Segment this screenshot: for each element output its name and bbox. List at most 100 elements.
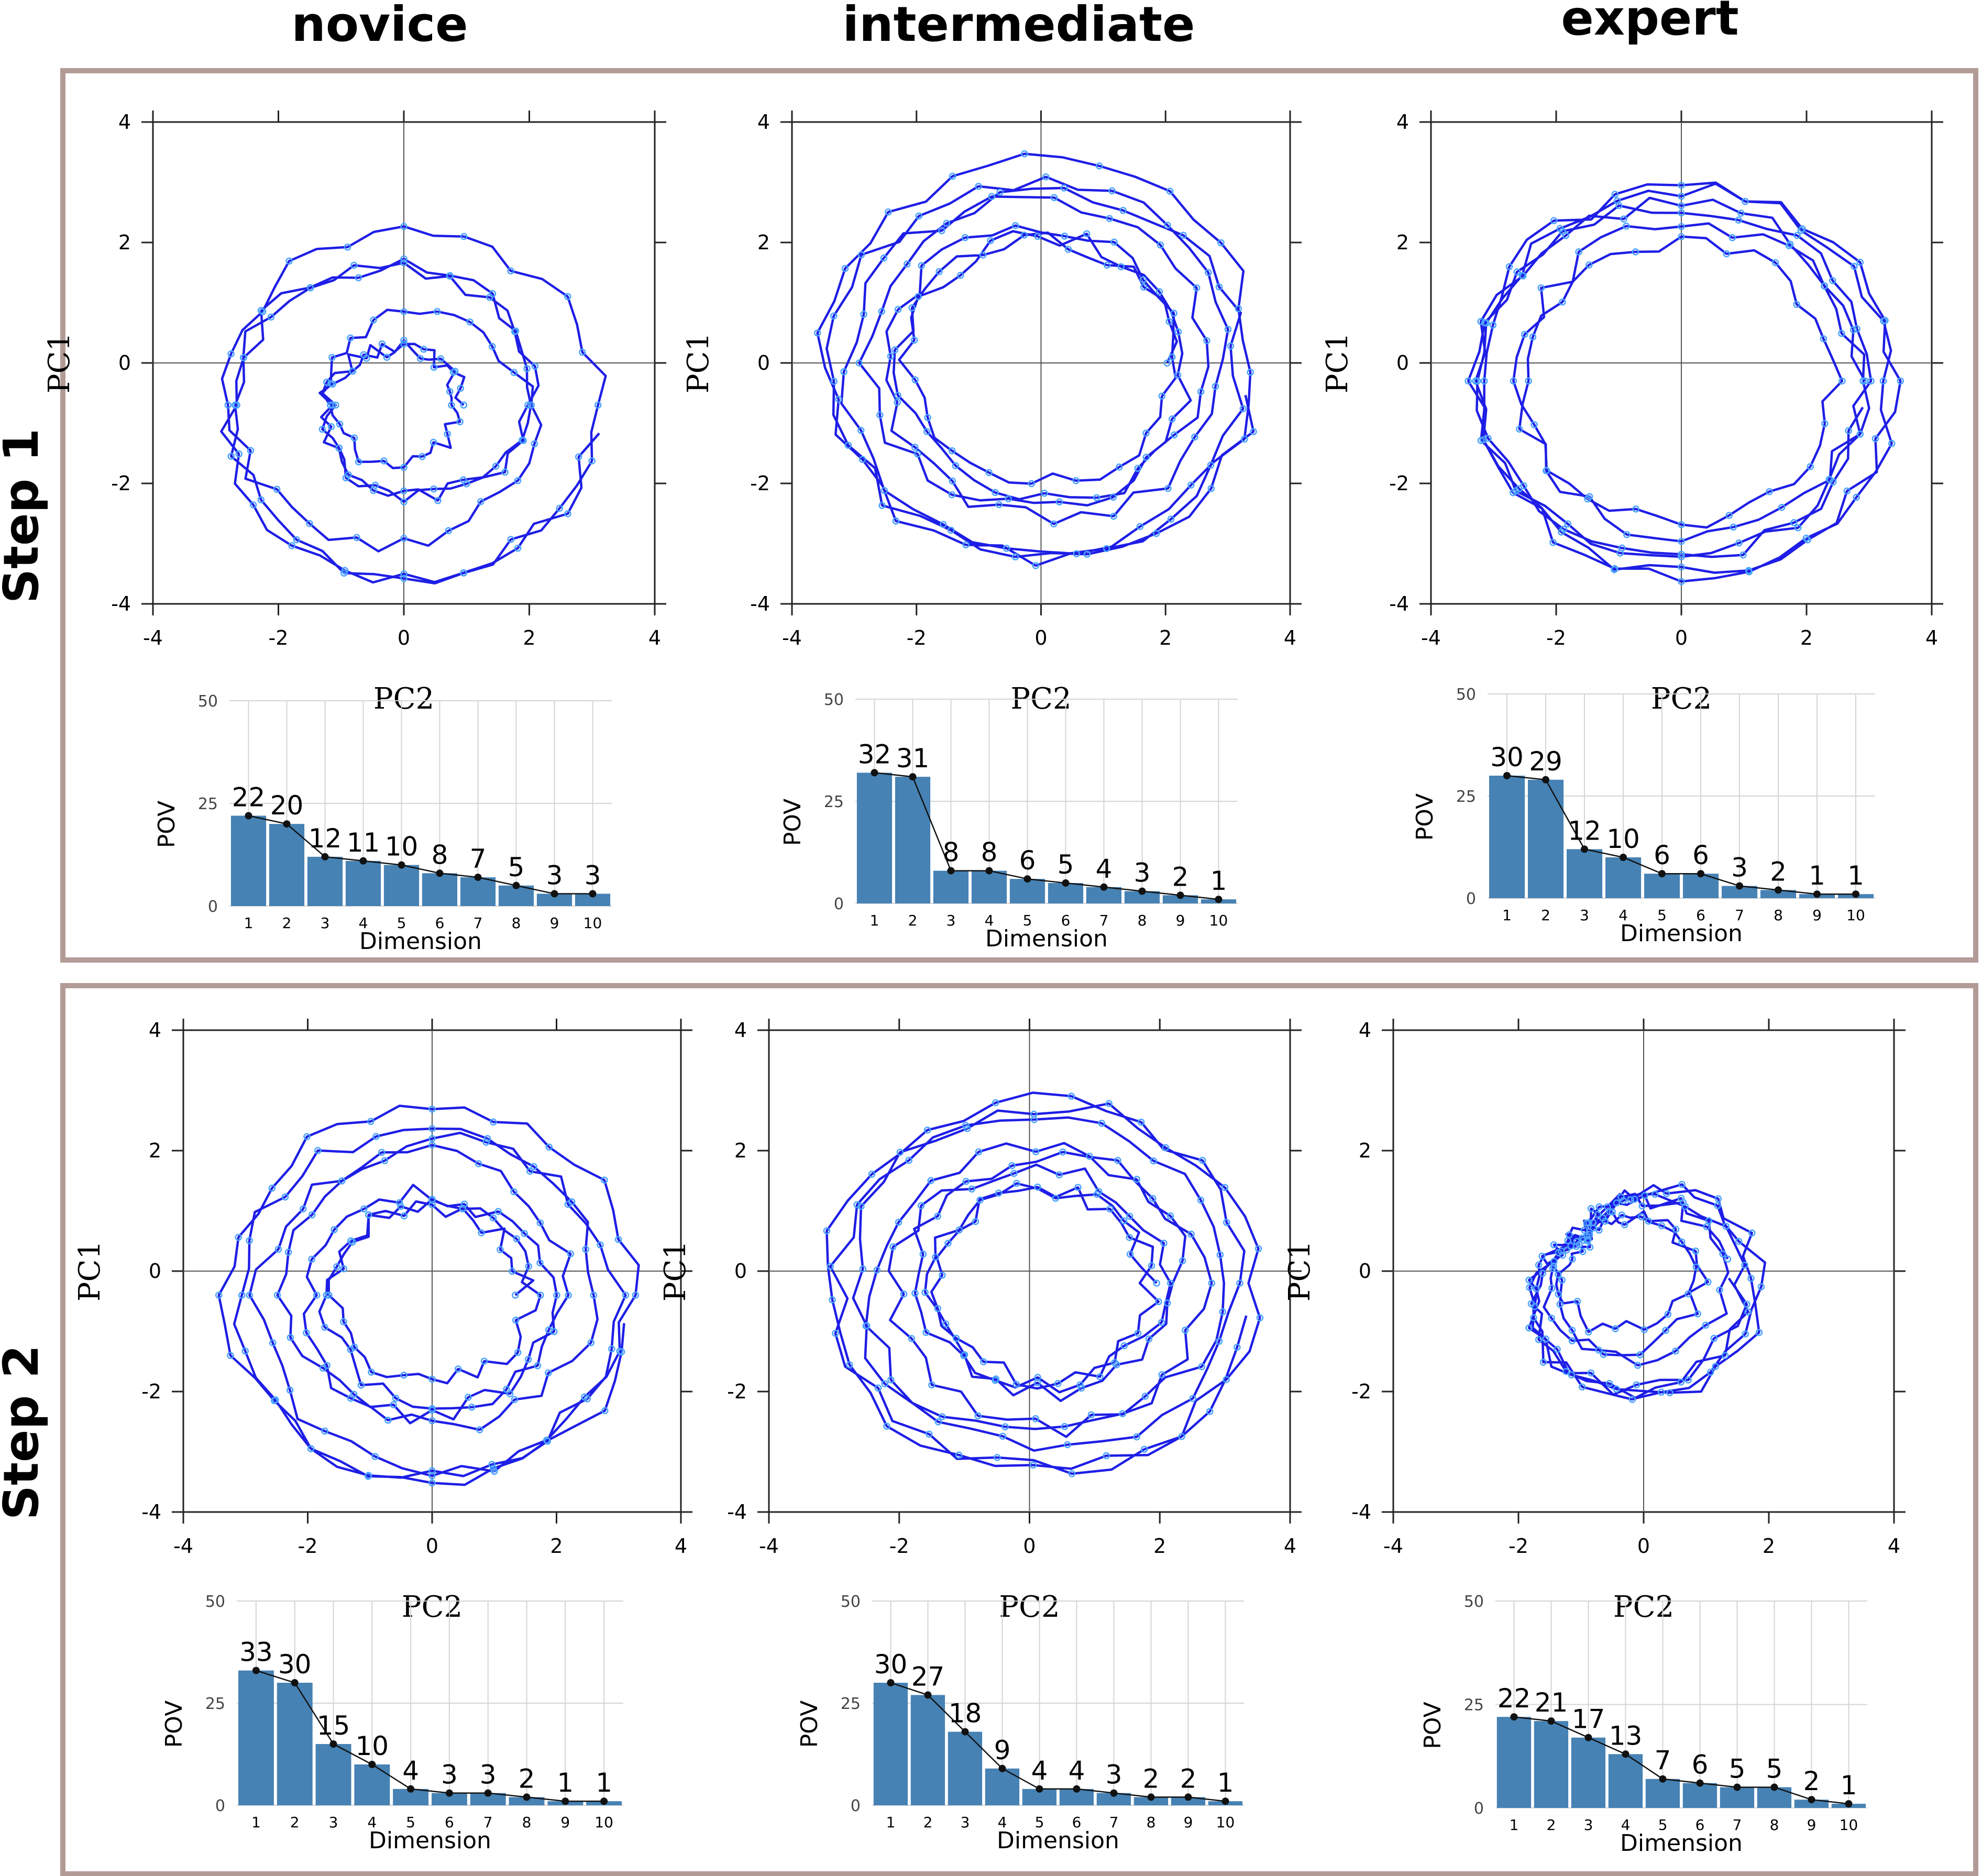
- x-axis-label: Dimension: [1620, 920, 1743, 947]
- trajectory-point: [859, 1265, 867, 1273]
- trajectory-point: [1604, 1203, 1611, 1210]
- data-label: 4: [402, 1756, 419, 1786]
- bar: [269, 824, 305, 906]
- data-label: 8: [432, 840, 448, 870]
- trajectory-point: [597, 1241, 604, 1249]
- scree-point: [1062, 879, 1070, 887]
- trajectory-point: [1562, 1367, 1570, 1375]
- scree-point: [1023, 875, 1031, 883]
- trajectory-point: [1152, 529, 1160, 537]
- trajectory-point: [341, 567, 349, 575]
- trajectory-point: [1206, 1408, 1214, 1415]
- x-axis-label: PC2: [999, 1590, 1060, 1624]
- trajectory-point: [400, 308, 408, 315]
- trajectory-point: [1531, 1303, 1538, 1310]
- trajectory-point: [1126, 1212, 1133, 1220]
- scree-point: [1100, 883, 1108, 891]
- trajectory-point: [1722, 1222, 1730, 1230]
- x-tick-label: 4: [675, 1535, 687, 1558]
- trajectory-point: [1694, 1310, 1701, 1318]
- trajectory-point: [1539, 1359, 1547, 1366]
- trajectory-point: [363, 355, 370, 362]
- data-label: 21: [1535, 1687, 1568, 1718]
- trajectory-point: [1641, 1191, 1648, 1199]
- trajectory-point: [480, 1358, 488, 1365]
- trajectory-point: [1148, 1262, 1155, 1270]
- trajectory-point: [938, 1413, 946, 1420]
- trajectory-line: [816, 152, 1255, 567]
- scree-point: [561, 1797, 569, 1805]
- scree-point: [600, 1797, 608, 1805]
- trajectory-point: [550, 1328, 558, 1336]
- trajectory-point: [430, 363, 438, 371]
- x-axis-label: Dimension: [1620, 1830, 1743, 1857]
- trajectory-point: [349, 1238, 356, 1246]
- scree-point: [283, 820, 291, 828]
- trajectory-point: [512, 327, 520, 335]
- trajectory-point: [1888, 440, 1896, 447]
- trajectory-point: [1535, 1261, 1543, 1269]
- trajectory-point: [1133, 1433, 1140, 1441]
- x-tick-label: 6: [435, 914, 445, 932]
- data-label: 5: [508, 852, 525, 882]
- x-tick-label: 0: [1023, 1535, 1036, 1558]
- trajectory-point: [1793, 301, 1800, 308]
- trajectory-point: [1145, 1335, 1153, 1343]
- scree-point: [1542, 776, 1549, 783]
- trajectory-point: [428, 1406, 436, 1414]
- trajectory-point: [1174, 371, 1182, 379]
- trajectory-point: [1678, 223, 1685, 230]
- scree-point: [1622, 1750, 1629, 1758]
- trajectory-point: [1215, 1338, 1223, 1345]
- trajectory-point: [601, 1407, 609, 1415]
- scree-point: [523, 1793, 531, 1801]
- trajectory-point: [400, 1212, 408, 1220]
- trajectory-point: [454, 1365, 462, 1373]
- bar: [1133, 1797, 1169, 1805]
- trajectory-point: [844, 442, 852, 449]
- trajectory-point: [1140, 283, 1148, 291]
- trajectory-point: [1859, 377, 1867, 385]
- y-tick-label: 0: [834, 895, 844, 913]
- trajectory-point: [1197, 388, 1205, 395]
- trajectory-point: [1678, 578, 1685, 586]
- trajectory-point: [545, 1369, 552, 1377]
- trajectory-point: [293, 536, 300, 544]
- x-tick-label: -4: [143, 626, 163, 649]
- trajectory-point: [1098, 1119, 1106, 1127]
- trajectory-point: [420, 346, 427, 353]
- trajectory-point: [1678, 193, 1685, 200]
- data-label: 4: [1069, 1756, 1085, 1786]
- y-tick-label: 4: [149, 1019, 161, 1042]
- x-tick-label: 4: [1925, 626, 1938, 649]
- bar: [1682, 1783, 1717, 1808]
- x-tick-label: 1: [251, 1814, 261, 1831]
- trajectory-point: [924, 414, 931, 422]
- trajectory-point: [957, 271, 964, 279]
- trajectory-point: [1525, 1276, 1533, 1284]
- trajectory-point: [488, 1461, 496, 1468]
- trajectory-point: [1748, 1229, 1756, 1237]
- trajectory-point: [813, 329, 821, 337]
- trajectory-point: [919, 1250, 927, 1258]
- trajectory-point: [521, 1230, 528, 1237]
- trajectory-point: [400, 337, 408, 344]
- trajectory-point: [1227, 342, 1235, 350]
- trajectory-point: [1595, 1227, 1603, 1234]
- scree-point: [398, 861, 405, 869]
- trajectory-point: [378, 340, 386, 348]
- trajectory-point: [1573, 1297, 1581, 1305]
- trajectory-point: [1802, 534, 1810, 542]
- trajectory-point: [873, 1266, 880, 1274]
- trajectory-point: [1678, 209, 1685, 217]
- y-tick-label: 2: [1396, 231, 1409, 254]
- trajectory-point: [306, 284, 314, 291]
- step1-frame: [60, 68, 1978, 963]
- trajectory-point: [1640, 1326, 1648, 1333]
- trajectory-point: [881, 1380, 888, 1387]
- scree-point: [1658, 870, 1666, 878]
- trajectory-point: [1594, 1210, 1602, 1218]
- trajectory-point: [943, 219, 951, 227]
- trajectory-point: [1533, 1285, 1540, 1293]
- trajectory-point: [1034, 1183, 1041, 1191]
